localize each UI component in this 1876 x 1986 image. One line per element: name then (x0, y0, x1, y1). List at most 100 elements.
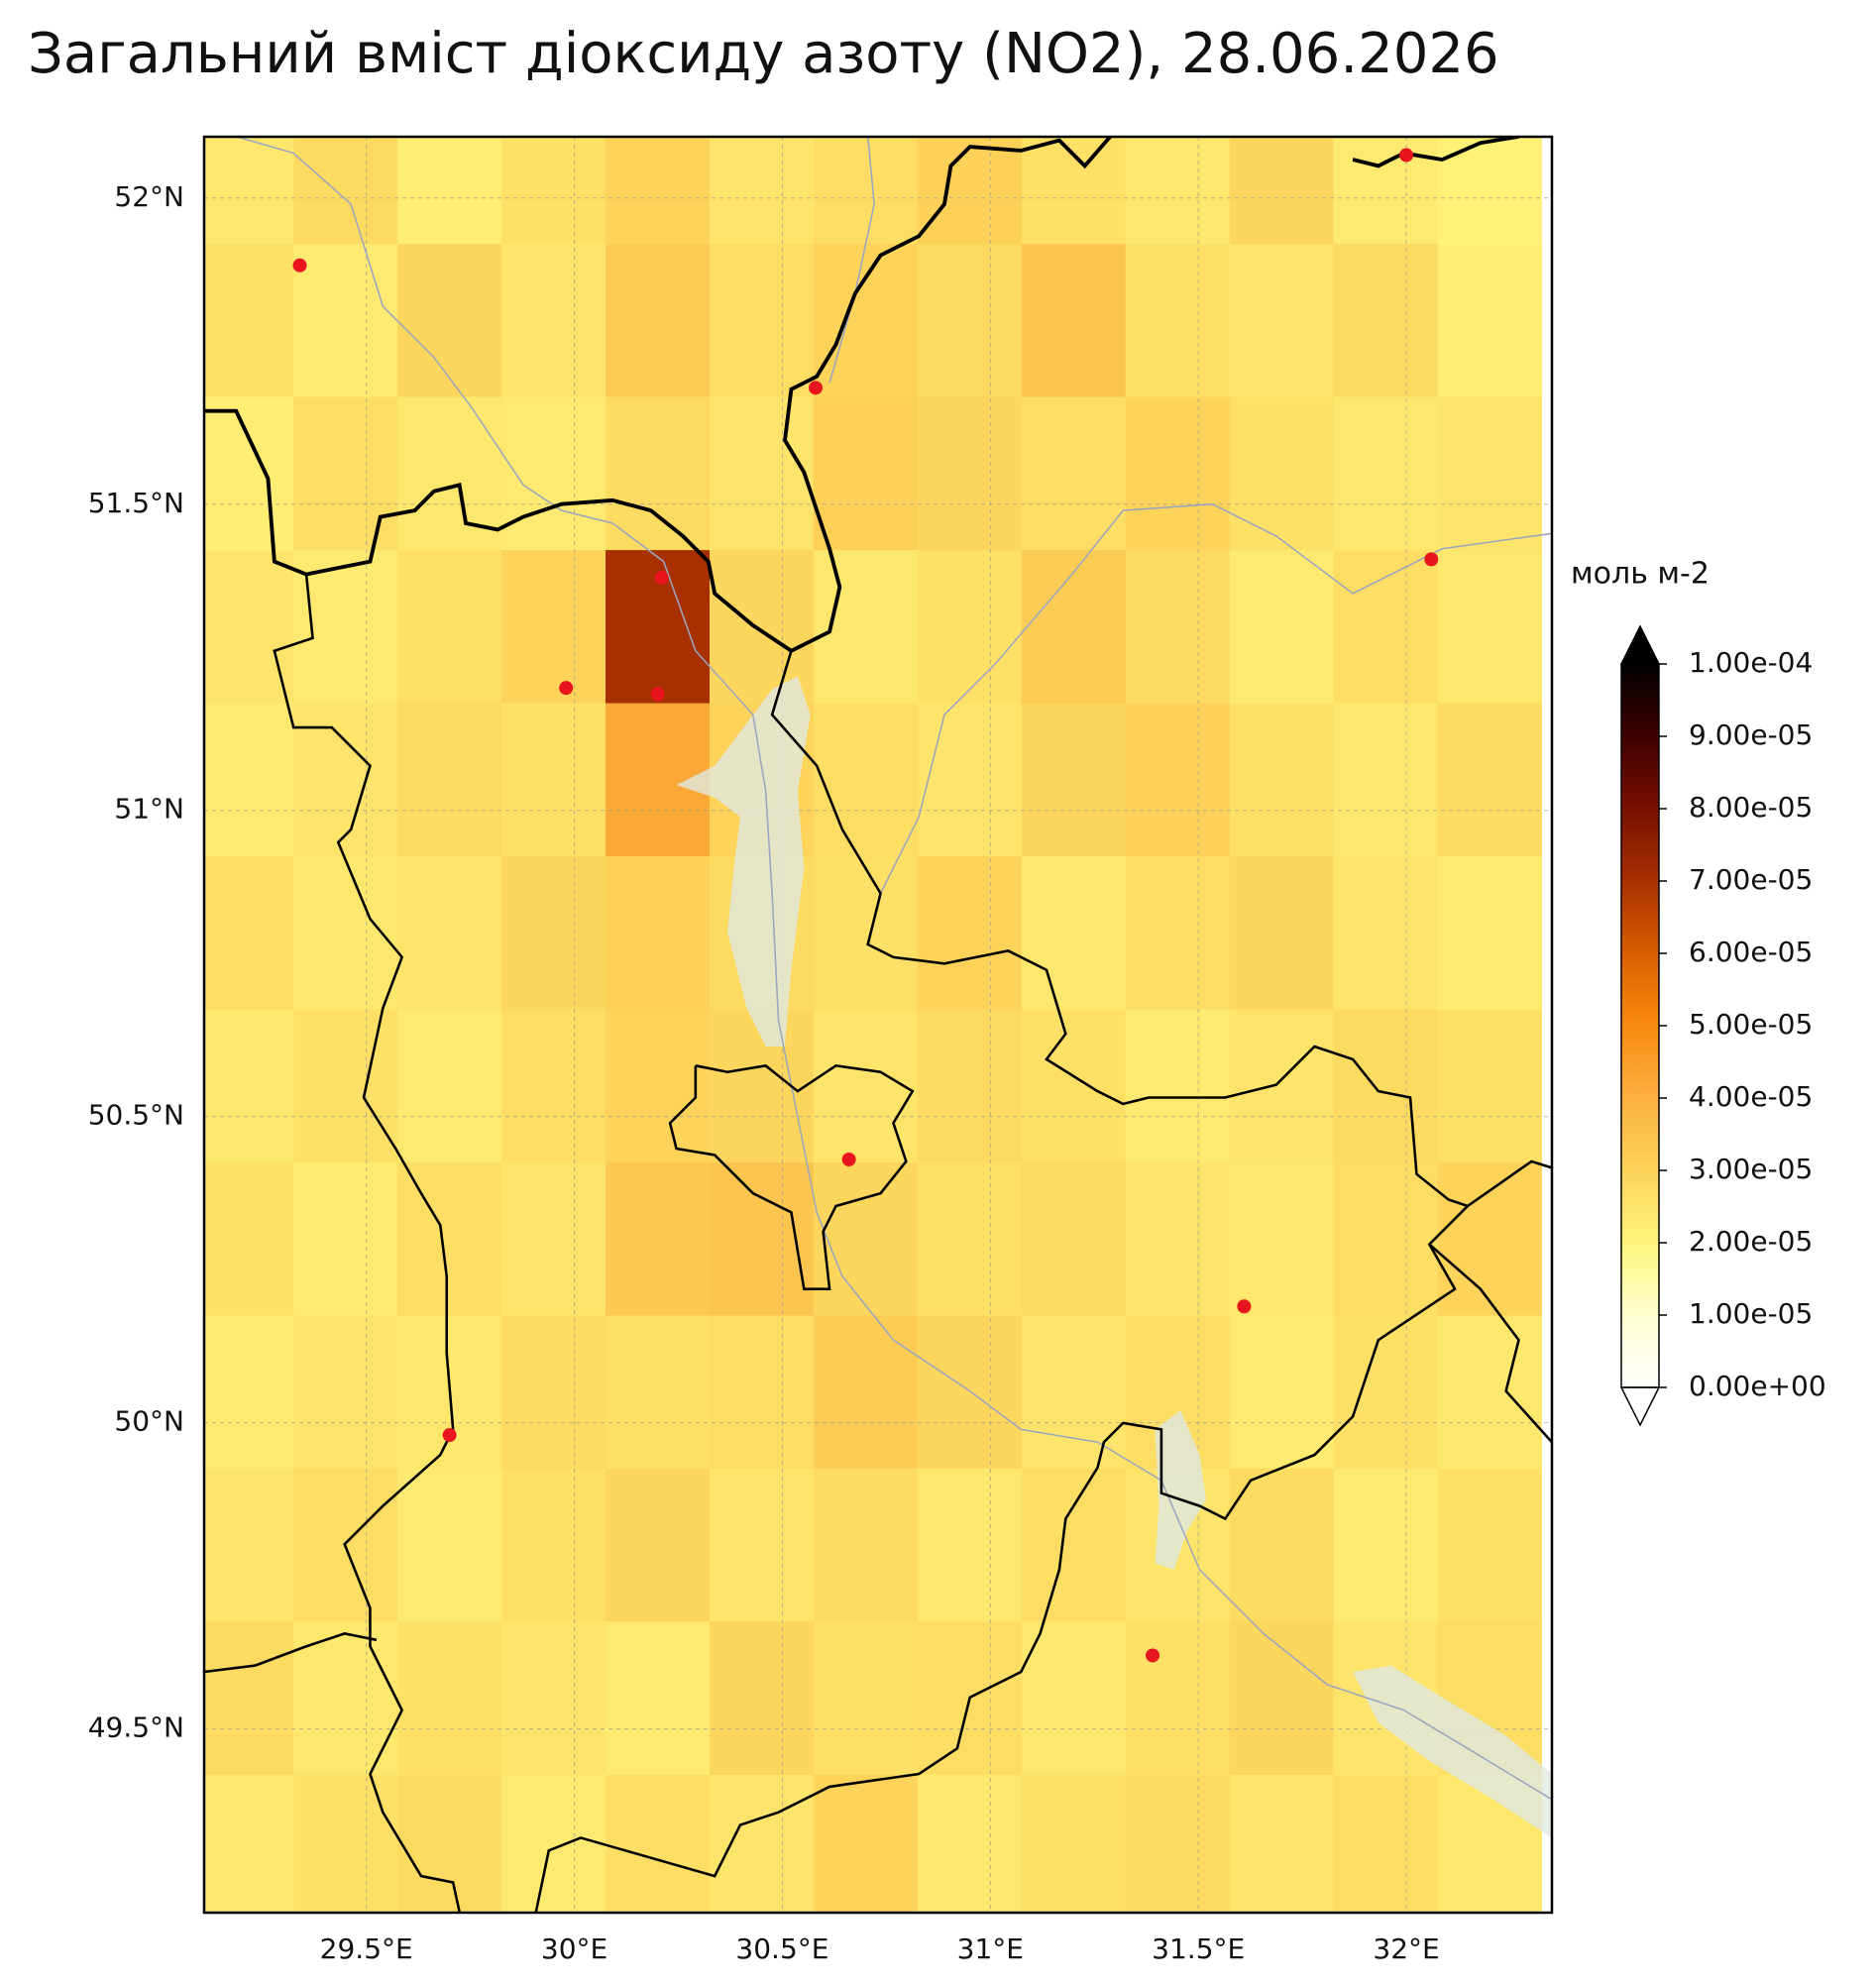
cell (917, 1774, 1023, 1913)
colorbar-tick-label: 0.00e+00 (1689, 1370, 1826, 1402)
region-border (273, 574, 461, 1913)
cell (710, 1469, 815, 1622)
cell (1437, 1162, 1543, 1317)
cell (397, 1469, 502, 1622)
cell (293, 1315, 398, 1470)
x-tick-label: 29.5°E (320, 1932, 413, 1965)
cell (1125, 244, 1231, 398)
cell (1229, 137, 1335, 245)
cell (501, 396, 607, 551)
colorbar-tick-label: 4.00e-05 (1689, 1080, 1813, 1113)
cell (1021, 1162, 1127, 1317)
cell (1437, 244, 1543, 398)
cell (1229, 396, 1335, 551)
cell (204, 703, 294, 857)
cell (397, 1162, 502, 1317)
cell (917, 550, 1023, 705)
cell (204, 856, 294, 1011)
cell (501, 1469, 607, 1622)
cell (1021, 1621, 1127, 1776)
cell (1437, 1315, 1543, 1470)
colorbar-fill (1621, 664, 1659, 1387)
colorbar-tick-label: 2.00e-05 (1689, 1225, 1813, 1258)
cell (710, 1162, 815, 1317)
cell (710, 1774, 815, 1913)
cell (397, 1009, 502, 1163)
cell (813, 1162, 919, 1317)
cell (1229, 1009, 1335, 1163)
colorbar-tick-label: 7.00e-05 (1689, 863, 1813, 896)
y-tick-label: 51°N (114, 793, 184, 826)
cell (1333, 1469, 1439, 1622)
cell (917, 1315, 1023, 1470)
cell (1021, 1009, 1127, 1163)
cell (1229, 244, 1335, 398)
cell (606, 137, 711, 245)
cell (813, 244, 919, 398)
cell (1021, 1774, 1127, 1913)
cell (293, 1162, 398, 1317)
cell (1333, 856, 1439, 1011)
y-tick-label: 52°N (114, 180, 184, 213)
cell (1437, 703, 1543, 857)
cell (1021, 550, 1127, 705)
x-tick-label: 31°E (957, 1932, 1024, 1965)
cell (1229, 550, 1335, 705)
region-border (204, 1632, 378, 1674)
cell (1021, 1469, 1127, 1622)
cell (1333, 396, 1439, 551)
cell (501, 244, 607, 398)
colorbar-tick-label: 8.00e-05 (1689, 791, 1813, 824)
region-border (668, 1063, 915, 1290)
cell (501, 1315, 607, 1470)
cell (813, 1774, 919, 1913)
cell (1437, 137, 1543, 245)
cell (204, 1315, 294, 1470)
region-border (1428, 1243, 1552, 1444)
city-point (809, 381, 824, 395)
cell (501, 1162, 607, 1317)
colorbar-tick-label: 5.00e-05 (1689, 1008, 1813, 1041)
map-features (204, 136, 1552, 1913)
colorbar-label: моль м-2 (1571, 557, 1710, 592)
plot-frame (202, 135, 1554, 1915)
cell (1229, 1621, 1335, 1776)
cell (204, 396, 294, 551)
cell (1437, 550, 1543, 705)
city-point (654, 570, 669, 585)
cell (813, 1621, 919, 1776)
x-tick-label: 30.5°E (735, 1932, 828, 1965)
river (236, 136, 1552, 1801)
cell (204, 1009, 294, 1163)
y-tick-label: 49.5°N (88, 1711, 184, 1744)
reservoir (676, 676, 811, 1047)
cell (204, 550, 294, 705)
cell (397, 137, 502, 245)
cell (606, 1774, 711, 1913)
city-point (442, 1428, 457, 1443)
cell (917, 856, 1023, 1011)
cell (606, 396, 711, 551)
x-tick-label: 30°E (541, 1932, 607, 1965)
cell (1021, 137, 1127, 245)
cell (501, 1009, 607, 1163)
cell (1333, 1774, 1439, 1913)
cell (606, 1469, 711, 1622)
y-tick-label: 50.5°N (88, 1099, 184, 1132)
cell (1437, 396, 1543, 551)
cell (501, 550, 607, 705)
cell (293, 1774, 398, 1913)
cell (1125, 550, 1231, 705)
colorbar-tick-label: 9.00e-05 (1689, 718, 1813, 751)
cell (501, 1621, 607, 1776)
cell (397, 1621, 502, 1776)
reservoir (1353, 1665, 1552, 1838)
cell (204, 1162, 294, 1317)
colorbar-tick-label: 6.00e-05 (1689, 936, 1813, 968)
colorbar: 0.00e+00 1.00e-05 2.00e-05 3.00e-05 4.00e-05… (1619, 624, 1826, 1427)
cell (1125, 856, 1231, 1011)
heatmap (204, 137, 1543, 1913)
region-border (770, 650, 1552, 1208)
cell (1125, 703, 1231, 857)
